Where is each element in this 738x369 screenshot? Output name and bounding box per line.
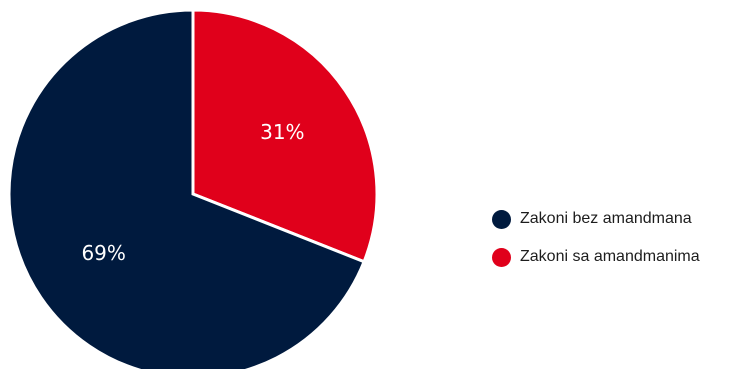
legend-label-bez-amandmana: Zakoni bez amandmana <box>520 210 692 227</box>
pie-slice-label-2: 69% <box>81 241 125 265</box>
legend-item-bez-amandmana: Zakoni bez amandmana <box>492 208 738 230</box>
pie-slice-2 <box>7 8 367 369</box>
chart-legend: Zakoni bez amandmana Zakoni sa amandmani… <box>492 208 738 284</box>
pie-slice-label-1: 31% <box>260 120 304 144</box>
legend-swatch-sa-amandmanima <box>492 247 511 267</box>
pie-slices <box>7 8 379 369</box>
legend-item-sa-amandmanima: Zakoni sa amandmanima <box>492 246 738 268</box>
legend-swatch-bez-amandmana <box>492 209 511 229</box>
pie-slice-1 <box>191 8 379 264</box>
legend-label-sa-amandmanima: Zakoni sa amandmanima <box>520 248 700 265</box>
pie-labels: 31% 69% <box>81 120 304 265</box>
